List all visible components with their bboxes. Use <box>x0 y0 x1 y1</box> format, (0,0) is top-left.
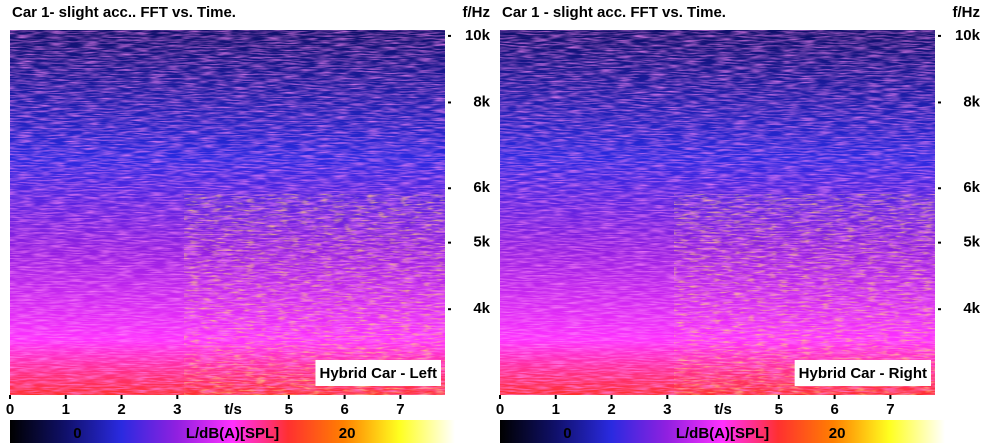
colorbar-tick-label: 20 <box>339 425 356 442</box>
chart: Car 1- slight acc.. FFT vs. Time. f/Hz 4k 5… <box>6 4 491 443</box>
annotation: Hybrid Car - Right <box>794 360 931 386</box>
x-tick-label: 2 <box>117 401 125 418</box>
y-tick-label: 10k <box>955 27 981 44</box>
annotation-text: Hybrid Car - Left <box>319 365 437 382</box>
x-tick-label: 5 <box>285 401 293 418</box>
y-tick-label: 8k <box>963 93 980 110</box>
x-tick-label: 6 <box>340 401 348 418</box>
annotation-box <box>794 360 931 386</box>
x-tick-label: 7 <box>886 401 894 418</box>
x-axis-label: t/s <box>224 401 242 418</box>
colorbar-tick-label: 20 <box>829 425 846 442</box>
y-tick-label: 10k <box>465 27 491 44</box>
y-tick-label: 8k <box>473 93 490 110</box>
y-tick-label: 5k <box>473 234 490 251</box>
annotation-text: Hybrid Car - Right <box>799 365 927 382</box>
y-tick-label: 4k <box>963 300 980 317</box>
colorbar <box>500 420 945 443</box>
chart-title: Car 1 - slight acc. FFT vs. Time. <box>502 4 726 21</box>
annotation: Hybrid Car - Left <box>315 360 441 386</box>
annotation-box <box>315 360 441 386</box>
x-tick-label: 3 <box>173 401 181 418</box>
y-tick-label: 6k <box>473 179 490 196</box>
y-tick-label: 5k <box>963 234 980 251</box>
y-tick-label: 6k <box>963 179 980 196</box>
y-axis-label: f/Hz <box>953 4 981 21</box>
colorbar-tick-label: 0 <box>563 425 571 442</box>
x-tick-label: 5 <box>775 401 783 418</box>
x-tick-label: 0 <box>6 401 14 418</box>
chart-title: Car 1- slight acc.. FFT vs. Time. <box>12 4 236 21</box>
colorbar <box>10 420 455 443</box>
y-axis-label: f/Hz <box>463 4 491 21</box>
x-axis-label: t/s <box>714 401 732 418</box>
x-tick-label: 1 <box>62 401 70 418</box>
x-tick-label: 0 <box>496 401 504 418</box>
colorbar-tick-label: 0 <box>73 425 81 442</box>
x-tick-label: 2 <box>607 401 615 418</box>
x-tick-label: 3 <box>663 401 671 418</box>
chart: Car 1 - slight acc. FFT vs. Time. f/Hz 4k 5… <box>496 4 981 443</box>
colorbar-label: L/dB(A)[SPL] <box>676 425 769 442</box>
y-tick-label: 4k <box>473 300 490 317</box>
x-tick-label: 7 <box>396 401 404 418</box>
x-tick-label: 1 <box>552 401 560 418</box>
x-tick-label: 6 <box>830 401 838 418</box>
colorbar-label: L/dB(A)[SPL] <box>186 425 279 442</box>
